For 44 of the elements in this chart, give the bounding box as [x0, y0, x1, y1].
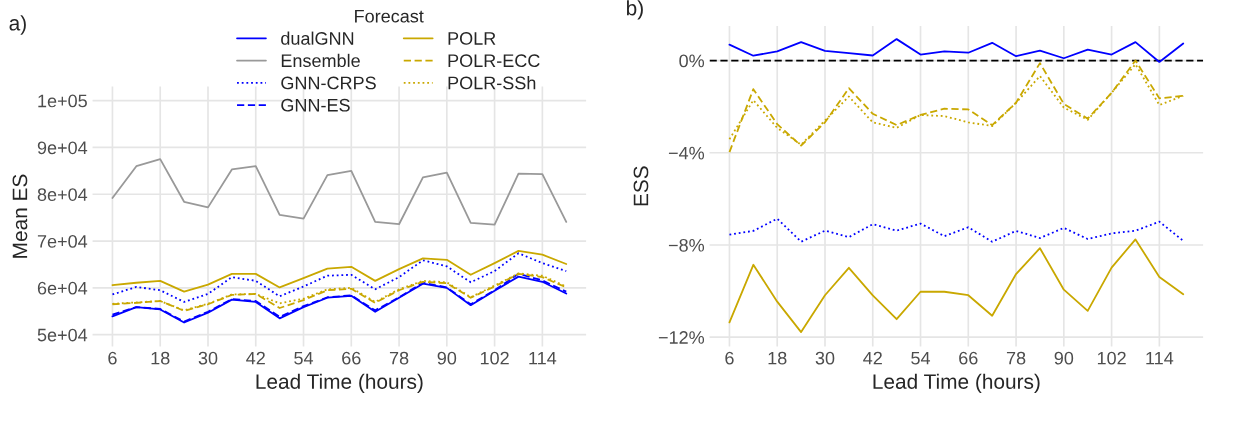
x-tick-label: 42 — [246, 351, 265, 365]
legend-label: GNN-CRPS — [281, 76, 376, 90]
x-tick-label: 54 — [294, 351, 314, 365]
text: a) — [9, 15, 26, 35]
x-tick-label: 66 — [342, 351, 361, 365]
x-tick-label: 6 — [108, 351, 117, 365]
x-tick-label: 66 — [959, 351, 978, 365]
y-tick-label: 8e+04 — [37, 188, 88, 201]
x-axis-title: Lead Time (hours) — [873, 373, 1040, 394]
x-tick-label: 78 — [1006, 351, 1026, 365]
x-tick-label: 102 — [480, 351, 509, 365]
legend-label: POLR-SSh — [448, 76, 536, 90]
x-tick-label: 90 — [1054, 351, 1074, 365]
x-tick-label: 18 — [151, 351, 170, 365]
y-tick-label: −4% — [668, 146, 705, 160]
legend-label: POLR-ECC — [448, 54, 540, 68]
x-tick-label: 114 — [529, 351, 557, 365]
y-tick-label: 5e+04 — [37, 328, 88, 342]
x-axis-title: Lead Time (hours) — [256, 373, 423, 394]
x-tick-label: 102 — [1097, 351, 1126, 365]
legend-label: POLR — [448, 32, 496, 45]
legend-title: Forecast — [355, 9, 424, 23]
y-tick-label: 9e+04 — [37, 141, 88, 155]
y-tick-label: 6e+04 — [37, 281, 88, 295]
y-axis-title: ESS — [633, 166, 649, 206]
x-tick-label: 18 — [768, 351, 787, 365]
x-tick-label: 30 — [815, 351, 835, 365]
legend-label: Ensemble — [281, 53, 360, 68]
y-tick-label: 1e+05 — [38, 94, 87, 108]
y-tick-label: −8% — [668, 238, 705, 252]
x-tick-label: 30 — [198, 351, 218, 365]
x-tick-label: 90 — [437, 351, 457, 365]
x-tick-label: 78 — [389, 351, 409, 365]
x-tick-label: 114 — [1146, 351, 1174, 365]
y-tick-label: 0% — [679, 54, 705, 68]
text: b) — [626, 0, 643, 20]
y-tick-label: 7e+04 — [37, 235, 88, 248]
x-tick-label: 6 — [725, 351, 734, 365]
y-axis-title: Mean ES — [12, 174, 28, 258]
x-tick-label: 54 — [911, 351, 931, 365]
legend-label: GNN-ES — [281, 98, 350, 112]
x-tick-label: 42 — [863, 351, 882, 365]
legend-label: dualGNN — [281, 31, 354, 45]
y-tick-label: −12% — [658, 331, 705, 344]
